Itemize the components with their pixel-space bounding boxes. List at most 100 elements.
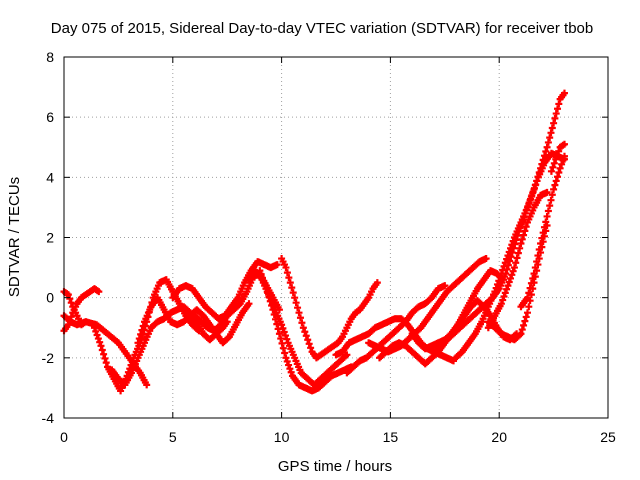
data-point (96, 338, 104, 346)
data-point (533, 258, 541, 266)
series-arc-13 (343, 282, 449, 377)
data-point (560, 140, 568, 148)
data-point (537, 240, 545, 248)
data-point (373, 279, 381, 287)
data-point (504, 252, 512, 260)
data-point (543, 188, 551, 196)
data-point (555, 147, 563, 155)
data-point (521, 317, 529, 325)
data-point (501, 289, 509, 297)
data-point (538, 160, 546, 168)
data-point (305, 340, 313, 348)
series-arc-7 (169, 258, 281, 323)
data-point (265, 293, 273, 301)
data-point (245, 300, 253, 308)
data-point (277, 335, 285, 343)
data-point (510, 264, 518, 272)
data-point (280, 328, 288, 336)
data-point (534, 173, 542, 181)
data-point (288, 284, 296, 292)
x-tick-label: 25 (600, 429, 616, 445)
data-point (520, 321, 528, 329)
data-point (520, 231, 528, 239)
data-point (554, 105, 562, 113)
data-point (543, 212, 551, 220)
x-axis-label: GPS time / hours (278, 458, 392, 475)
data-point (302, 332, 310, 340)
data-point (558, 160, 566, 168)
data-point (304, 336, 312, 344)
data-point (274, 325, 282, 333)
x-tick-label: 10 (274, 429, 290, 445)
data-point (66, 295, 74, 303)
data-point (273, 261, 281, 269)
data-point (527, 279, 535, 287)
data-point (531, 181, 539, 189)
data-point (523, 309, 531, 317)
ticks: 0 5 10 15 20 25 -4 -2 0 2 4 6 8 (42, 49, 616, 445)
y-tick-label: -4 (42, 410, 55, 426)
data-point (275, 330, 283, 338)
data-point (266, 297, 274, 305)
data-point (102, 359, 110, 367)
data-point (513, 254, 521, 262)
data-point (283, 269, 291, 277)
data-point (543, 143, 551, 151)
data-point (527, 193, 535, 201)
series-arc-11 (278, 255, 381, 362)
data-point (292, 299, 300, 307)
y-tick-label: -2 (42, 350, 55, 366)
data-point (549, 163, 557, 171)
data-point (517, 240, 525, 248)
data-point (92, 327, 100, 335)
data-point (307, 344, 315, 352)
data-point (560, 152, 568, 160)
data-point (261, 281, 269, 289)
data-point (441, 282, 449, 290)
data-point (512, 259, 520, 267)
x-tick-label: 15 (383, 429, 399, 445)
data-point (526, 284, 534, 292)
data-point (269, 306, 277, 314)
data-point (94, 335, 102, 343)
data-point (537, 164, 545, 172)
data-point (283, 335, 291, 343)
data-point (559, 156, 567, 164)
data-point (67, 299, 75, 307)
data-point (500, 292, 508, 300)
data-point (542, 218, 550, 226)
data-point (268, 301, 276, 309)
data-point (509, 237, 517, 245)
data-point (518, 326, 526, 334)
data-point (550, 159, 558, 167)
data-point (98, 346, 106, 354)
data-point (299, 324, 307, 332)
data-point (90, 324, 98, 332)
data-point (256, 267, 264, 275)
data-point (525, 200, 533, 208)
data-point (134, 339, 142, 347)
data-point (542, 147, 550, 155)
data-point (554, 173, 562, 181)
data-point (282, 354, 290, 362)
data-point (272, 315, 280, 323)
data-point (552, 110, 560, 118)
series-arc-9 (245, 267, 351, 389)
data-point (497, 270, 505, 278)
data-point (504, 282, 512, 290)
data-point (522, 223, 530, 231)
data-point (491, 288, 499, 296)
data-point (493, 280, 501, 288)
data-point (546, 202, 554, 210)
data-point (270, 311, 278, 319)
data-point (551, 114, 559, 122)
data-point (539, 156, 547, 164)
y-tick-label: 8 (46, 49, 54, 65)
data-point (285, 361, 293, 369)
data-point (278, 339, 286, 347)
data-point (505, 278, 513, 286)
data-point (529, 189, 537, 197)
data-point (138, 326, 146, 334)
data-point (523, 203, 531, 211)
